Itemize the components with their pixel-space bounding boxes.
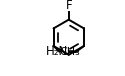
Text: CH₃: CH₃ xyxy=(60,47,80,57)
Text: H₂N: H₂N xyxy=(46,45,68,58)
Text: F: F xyxy=(65,0,72,12)
